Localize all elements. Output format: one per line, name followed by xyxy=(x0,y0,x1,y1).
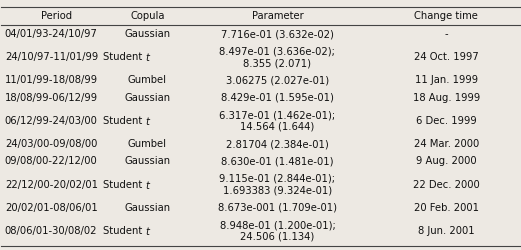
Text: 8.355 (2.071): 8.355 (2.071) xyxy=(243,58,312,68)
Text: Student: Student xyxy=(103,226,145,236)
Text: 8.497e-01 (3.636e-02);: 8.497e-01 (3.636e-02); xyxy=(219,46,336,56)
Text: 11/01/99-18/08/99: 11/01/99-18/08/99 xyxy=(5,76,98,86)
Text: 04/01/93-24/10/97: 04/01/93-24/10/97 xyxy=(5,29,98,39)
Text: 9 Aug. 2000: 9 Aug. 2000 xyxy=(416,156,477,166)
Text: 3.06275 (2.027e-01): 3.06275 (2.027e-01) xyxy=(226,76,329,86)
Text: 9.115e-01 (2.844e-01);: 9.115e-01 (2.844e-01); xyxy=(219,174,336,184)
Text: 8.630e-01 (1.481e-01): 8.630e-01 (1.481e-01) xyxy=(221,156,333,166)
Text: 14.564 (1.644): 14.564 (1.644) xyxy=(240,122,315,132)
Text: 06/12/99-24/03/00: 06/12/99-24/03/00 xyxy=(5,116,98,126)
Text: 24/10/97-11/01/99: 24/10/97-11/01/99 xyxy=(5,52,98,62)
Text: Parameter: Parameter xyxy=(252,11,303,21)
Text: 24.506 (1.134): 24.506 (1.134) xyxy=(240,232,315,242)
Text: Student: Student xyxy=(103,52,145,62)
Text: 08/06/01-30/08/02: 08/06/01-30/08/02 xyxy=(5,226,97,236)
Text: Gaussian: Gaussian xyxy=(125,203,170,213)
Text: $t$: $t$ xyxy=(145,115,151,127)
Text: 8.948e-01 (1.200e-01);: 8.948e-01 (1.200e-01); xyxy=(219,220,335,230)
Text: 22/12/00-20/02/01: 22/12/00-20/02/01 xyxy=(5,180,98,190)
Text: 24 Mar. 2000: 24 Mar. 2000 xyxy=(414,139,479,149)
Text: 8 Jun. 2001: 8 Jun. 2001 xyxy=(418,226,475,236)
Text: 7.716e-01 (3.632e-02): 7.716e-01 (3.632e-02) xyxy=(221,29,334,39)
Text: $t$: $t$ xyxy=(145,51,151,63)
Text: Gumbel: Gumbel xyxy=(128,76,167,86)
Text: Copula: Copula xyxy=(130,11,165,21)
Text: Gaussian: Gaussian xyxy=(125,29,170,39)
Text: -: - xyxy=(444,29,448,39)
Text: Student: Student xyxy=(103,116,145,126)
Text: $t$: $t$ xyxy=(145,179,151,191)
Text: Change time: Change time xyxy=(414,11,478,21)
Text: 18 Aug. 1999: 18 Aug. 1999 xyxy=(413,93,480,103)
Text: 24/03/00-09/08/00: 24/03/00-09/08/00 xyxy=(5,139,97,149)
Text: 24 Oct. 1997: 24 Oct. 1997 xyxy=(414,52,479,62)
Text: 20/02/01-08/06/01: 20/02/01-08/06/01 xyxy=(5,203,97,213)
Text: 20 Feb. 2001: 20 Feb. 2001 xyxy=(414,203,479,213)
Text: 18/08/99-06/12/99: 18/08/99-06/12/99 xyxy=(5,93,98,103)
Text: 6.317e-01 (1.462e-01);: 6.317e-01 (1.462e-01); xyxy=(219,110,336,120)
Text: $t$: $t$ xyxy=(145,225,151,237)
Text: 8.429e-01 (1.595e-01): 8.429e-01 (1.595e-01) xyxy=(221,93,334,103)
Text: 6 Dec. 1999: 6 Dec. 1999 xyxy=(416,116,477,126)
Text: 11 Jan. 1999: 11 Jan. 1999 xyxy=(415,76,478,86)
Text: Gumbel: Gumbel xyxy=(128,139,167,149)
Text: 09/08/00-22/12/00: 09/08/00-22/12/00 xyxy=(5,156,97,166)
Text: 22 Dec. 2000: 22 Dec. 2000 xyxy=(413,180,480,190)
Text: Student: Student xyxy=(103,180,145,190)
Text: 8.673e-001 (1.709e-01): 8.673e-001 (1.709e-01) xyxy=(218,203,337,213)
Text: Gaussian: Gaussian xyxy=(125,93,170,103)
Text: 1.693383 (9.324e-01): 1.693383 (9.324e-01) xyxy=(223,186,332,196)
Text: Period: Period xyxy=(41,11,72,21)
Text: 2.81704 (2.384e-01): 2.81704 (2.384e-01) xyxy=(226,139,329,149)
Text: Gaussian: Gaussian xyxy=(125,156,170,166)
